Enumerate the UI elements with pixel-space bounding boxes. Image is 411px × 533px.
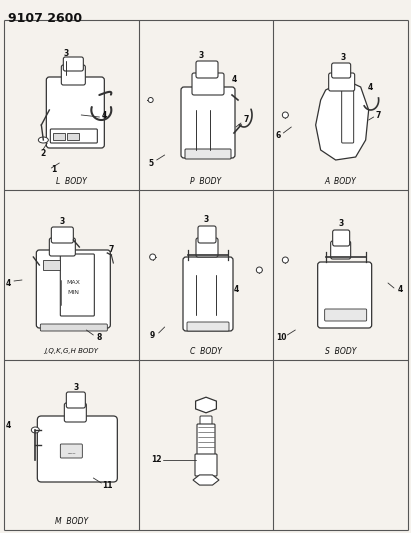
Polygon shape — [316, 80, 369, 160]
Text: MIN: MIN — [67, 290, 79, 295]
Text: 2: 2 — [41, 149, 46, 157]
Text: MAX: MAX — [67, 280, 80, 286]
Text: 3: 3 — [60, 217, 65, 227]
FancyBboxPatch shape — [46, 77, 104, 148]
Text: 8: 8 — [97, 333, 102, 342]
FancyBboxPatch shape — [192, 73, 224, 95]
FancyBboxPatch shape — [332, 63, 351, 78]
FancyBboxPatch shape — [51, 227, 73, 243]
FancyBboxPatch shape — [66, 392, 85, 408]
Text: 4: 4 — [5, 421, 11, 430]
Polygon shape — [193, 475, 219, 485]
FancyBboxPatch shape — [342, 86, 354, 143]
FancyBboxPatch shape — [185, 149, 231, 159]
Text: 11: 11 — [102, 481, 113, 489]
Text: M  BODY: M BODY — [55, 516, 88, 526]
FancyBboxPatch shape — [61, 65, 85, 85]
Text: 3: 3 — [199, 51, 203, 60]
FancyBboxPatch shape — [183, 257, 233, 331]
FancyBboxPatch shape — [197, 424, 215, 456]
Text: 7: 7 — [109, 246, 114, 254]
Text: 3: 3 — [203, 215, 209, 224]
Text: 4: 4 — [231, 76, 237, 85]
Text: 7: 7 — [243, 116, 249, 125]
FancyBboxPatch shape — [318, 262, 372, 328]
Ellipse shape — [31, 427, 39, 433]
FancyBboxPatch shape — [329, 73, 355, 91]
Polygon shape — [196, 397, 217, 413]
Text: ___: ___ — [67, 449, 76, 455]
Text: 1: 1 — [51, 166, 56, 174]
Text: 4: 4 — [368, 83, 373, 92]
FancyBboxPatch shape — [187, 322, 229, 331]
FancyBboxPatch shape — [332, 230, 350, 246]
Text: 4: 4 — [102, 110, 107, 119]
Text: 12: 12 — [151, 456, 162, 464]
Text: 3: 3 — [338, 220, 343, 229]
FancyBboxPatch shape — [36, 250, 110, 328]
Bar — [43, 260, 60, 270]
FancyBboxPatch shape — [65, 403, 86, 422]
FancyBboxPatch shape — [196, 238, 218, 257]
Circle shape — [150, 254, 156, 260]
FancyBboxPatch shape — [60, 254, 95, 316]
Text: L  BODY: L BODY — [56, 176, 87, 185]
FancyBboxPatch shape — [331, 241, 351, 259]
Text: 7: 7 — [376, 110, 381, 119]
FancyBboxPatch shape — [40, 324, 107, 331]
Text: C  BODY: C BODY — [190, 346, 222, 356]
FancyBboxPatch shape — [195, 454, 217, 476]
FancyBboxPatch shape — [200, 416, 212, 426]
Circle shape — [282, 112, 289, 118]
Ellipse shape — [38, 137, 48, 143]
FancyBboxPatch shape — [325, 309, 367, 321]
Text: 9: 9 — [150, 330, 155, 340]
Text: 4: 4 — [5, 279, 11, 287]
Text: 3: 3 — [64, 50, 69, 59]
Circle shape — [256, 267, 262, 273]
FancyBboxPatch shape — [198, 226, 216, 243]
FancyBboxPatch shape — [50, 129, 97, 143]
Text: 4: 4 — [233, 286, 239, 295]
FancyBboxPatch shape — [181, 87, 235, 158]
Text: 4: 4 — [397, 286, 403, 295]
FancyBboxPatch shape — [196, 61, 218, 78]
Bar — [53, 133, 65, 140]
Text: 6: 6 — [276, 131, 281, 140]
Text: S  BODY: S BODY — [325, 346, 356, 356]
Text: 10: 10 — [276, 333, 286, 342]
Text: J,Q,K,G,H BODY: J,Q,K,G,H BODY — [44, 348, 98, 354]
Text: P  BODY: P BODY — [190, 176, 222, 185]
Text: 3: 3 — [340, 53, 345, 62]
Text: 5: 5 — [148, 158, 153, 167]
Circle shape — [282, 257, 289, 263]
Text: 9107 2600: 9107 2600 — [8, 12, 82, 25]
Circle shape — [148, 98, 153, 102]
Text: A  BODY: A BODY — [325, 176, 356, 185]
FancyBboxPatch shape — [37, 416, 117, 482]
FancyBboxPatch shape — [60, 444, 82, 458]
FancyBboxPatch shape — [49, 238, 75, 256]
Text: 3: 3 — [74, 383, 79, 392]
FancyBboxPatch shape — [63, 57, 83, 71]
Bar — [67, 133, 79, 140]
